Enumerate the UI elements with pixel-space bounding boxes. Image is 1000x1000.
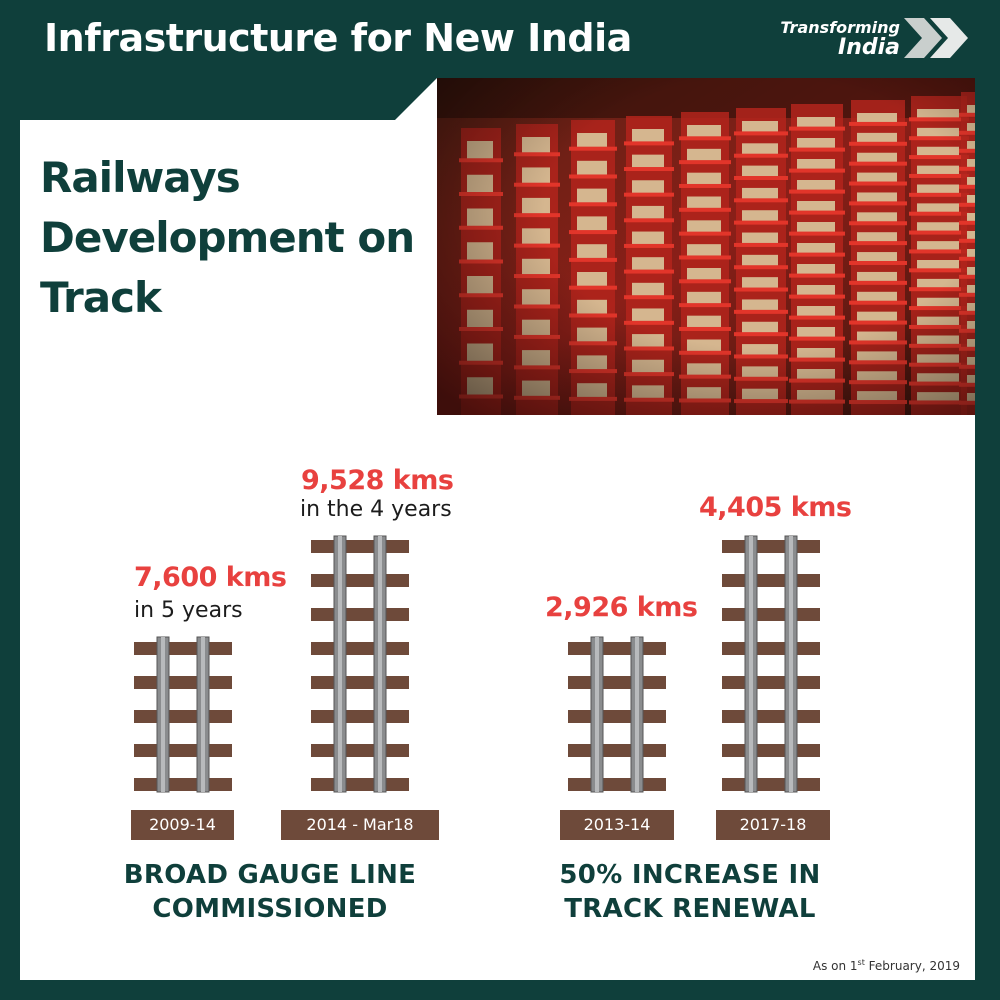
page-title: Infrastructure for New India xyxy=(44,16,632,60)
value-label-2014-mar18: 9,528 kms xyxy=(301,465,454,496)
sleeper xyxy=(311,710,409,723)
rail-highlight xyxy=(749,536,753,792)
brand-line-1: Transforming xyxy=(780,18,900,37)
transforming-india-logo: Transforming India xyxy=(780,14,974,62)
track-bar-2013-14 xyxy=(568,636,666,793)
sleeper xyxy=(722,642,820,655)
sleeper xyxy=(722,540,820,553)
period-label-2014-mar18: 2014 - Mar18 xyxy=(281,810,439,840)
sub-label-2009-14: in 5 years xyxy=(134,598,243,623)
brand-line-2: India xyxy=(838,35,900,60)
sleeper xyxy=(311,744,409,757)
value-label-2009-14: 7,600 kms xyxy=(134,562,287,593)
sleeper xyxy=(722,710,820,723)
footnote-prefix: As on 1 xyxy=(812,959,858,973)
section-title: Railways Development on Track xyxy=(40,153,415,322)
period-label-2009-14: 2009-14 xyxy=(131,810,234,840)
track-bar-2017-18 xyxy=(722,535,820,793)
panel-corner xyxy=(395,78,437,120)
sleeper xyxy=(311,540,409,553)
rail-highlight xyxy=(789,536,793,792)
railway-signal-photo xyxy=(437,78,975,415)
chart-caption-track-renewal: 50% INCREASE IN TRACK RENEWAL xyxy=(559,860,821,924)
sleeper xyxy=(722,778,820,791)
period-label-2013-14: 2013-14 xyxy=(560,810,674,840)
sleeper xyxy=(311,608,409,621)
chart-caption-broad-gauge: BROAD GAUGE LINE COMMISSIONED xyxy=(123,860,417,924)
sleeper xyxy=(311,574,409,587)
sleeper xyxy=(311,778,409,791)
sleeper xyxy=(311,642,409,655)
track-bar-2014-mar18 xyxy=(311,535,409,793)
chevrons-icon xyxy=(904,18,968,58)
sleeper xyxy=(722,608,820,621)
sleeper xyxy=(134,744,232,757)
sleeper xyxy=(722,676,820,689)
sleeper xyxy=(568,676,666,689)
value-label-2017-18: 4,405 kms xyxy=(699,492,852,523)
footnote-sup: st xyxy=(857,958,865,967)
footnote-suffix: February, 2019 xyxy=(864,959,960,973)
sleeper xyxy=(568,642,666,655)
sleeper xyxy=(134,710,232,723)
sleeper xyxy=(134,642,232,655)
sleeper xyxy=(722,744,820,757)
sleeper xyxy=(722,574,820,587)
as-on-date-footnote: As on 1st February, 2019 xyxy=(813,958,960,973)
rail-highlight xyxy=(201,637,205,792)
rail-highlight xyxy=(635,637,639,792)
rail-highlight xyxy=(595,637,599,792)
track-bar-2009-14 xyxy=(134,636,232,793)
sub-label-2014-mar18: in the 4 years xyxy=(300,497,452,522)
sleeper xyxy=(134,676,232,689)
brand-wordmark: Transforming India xyxy=(780,18,900,60)
value-label-2013-14: 2,926 kms xyxy=(545,592,698,623)
sleeper xyxy=(311,676,409,689)
rail-highlight xyxy=(161,637,165,792)
rail-highlight xyxy=(338,536,342,792)
sleeper xyxy=(568,778,666,791)
sleeper xyxy=(568,710,666,723)
sleeper xyxy=(134,778,232,791)
period-label-2017-18: 2017-18 xyxy=(716,810,830,840)
sleeper xyxy=(568,744,666,757)
rail-highlight xyxy=(378,536,382,792)
